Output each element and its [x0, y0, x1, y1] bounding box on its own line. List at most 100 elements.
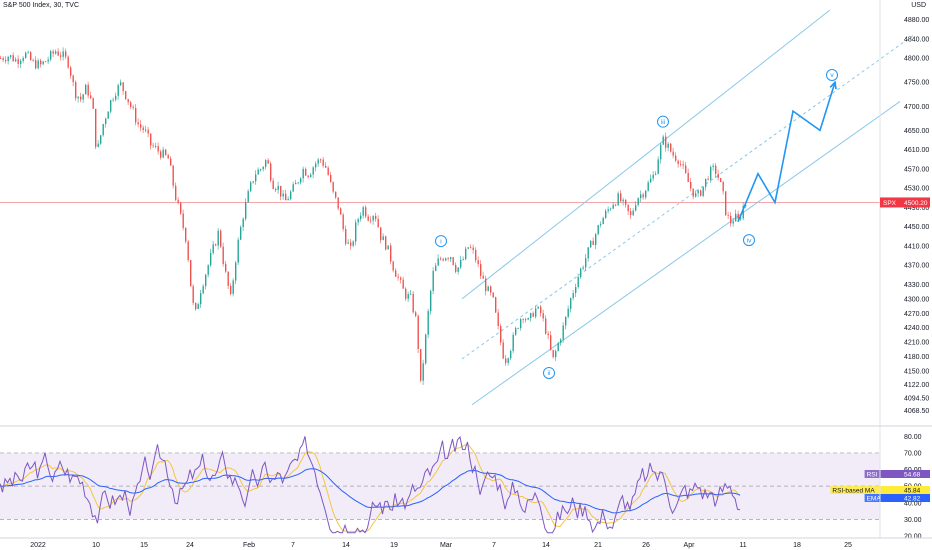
candle-body	[487, 286, 489, 292]
candle-body	[465, 248, 467, 260]
rsi-tag-name: RSI-based MA	[832, 488, 875, 495]
candle-body	[127, 99, 129, 103]
candle-body	[270, 163, 272, 181]
date-tick-label: 15	[140, 542, 148, 549]
candle-body	[670, 143, 672, 152]
candle-body	[382, 236, 384, 241]
candle-body	[87, 84, 89, 96]
candle-body	[322, 159, 324, 166]
wave-label-circle	[657, 115, 669, 128]
candle-body	[65, 51, 67, 57]
candle-body	[222, 246, 224, 264]
candle-body	[72, 75, 74, 83]
wave-projection	[737, 80, 837, 223]
candle-body	[725, 191, 727, 216]
candle-body	[390, 245, 392, 262]
candle-body	[165, 149, 167, 155]
candle-body	[552, 349, 554, 358]
candle-body	[687, 172, 689, 182]
candle-body	[482, 275, 484, 279]
candle-body	[415, 312, 417, 316]
candle-body	[147, 129, 149, 134]
price-tick-label: 4240.00	[904, 325, 929, 332]
candle-body	[232, 280, 234, 294]
candle-body	[582, 267, 584, 269]
candle-body	[230, 285, 232, 294]
candle-body	[677, 160, 679, 164]
candle-body	[292, 184, 294, 192]
candle-body	[442, 259, 444, 261]
wave-label-circle	[435, 235, 447, 248]
candle-body	[102, 124, 104, 136]
candle-body	[325, 165, 327, 168]
candle-body	[462, 259, 464, 260]
candle-body	[605, 210, 607, 218]
candle-body	[642, 194, 644, 198]
rsi-tick-label: 80.00	[904, 434, 922, 441]
candle-body	[712, 165, 714, 167]
candle-body	[215, 244, 217, 246]
candle-body	[685, 165, 687, 173]
candle-body	[547, 333, 549, 336]
candle-body	[307, 175, 309, 178]
candle-body	[90, 95, 92, 99]
candle-body	[100, 135, 102, 144]
candle-body	[97, 143, 99, 147]
candle-body	[665, 136, 667, 148]
candle-body	[690, 181, 692, 189]
candle-body	[560, 339, 562, 344]
candle-body	[337, 197, 339, 209]
price-tick-label: 4530.00	[904, 186, 929, 193]
candle-body	[352, 241, 354, 246]
candle-body	[570, 298, 572, 309]
candle-body	[595, 234, 597, 246]
candle-body	[495, 297, 497, 313]
candle-body	[20, 60, 22, 64]
candle-body	[565, 316, 567, 326]
candle-body	[152, 145, 154, 147]
candle-body	[7, 56, 9, 62]
candle-body	[580, 268, 582, 277]
candle-body	[682, 164, 684, 166]
candle-body	[437, 258, 439, 266]
candle-body	[655, 173, 657, 175]
price-tick-label: 4800.00	[904, 56, 929, 63]
candle-body	[282, 193, 284, 197]
candle-body	[162, 149, 164, 158]
candle-body	[277, 185, 279, 191]
candle-body	[672, 151, 674, 156]
candle-body	[185, 227, 187, 242]
candle-body	[262, 166, 264, 170]
candle-body	[717, 173, 719, 179]
candle-body	[722, 182, 724, 192]
wave-label-circle	[743, 234, 755, 247]
date-tick-label: 2022	[30, 542, 46, 549]
price-tick-label: 4180.00	[904, 354, 929, 361]
candle-body	[62, 51, 64, 57]
candle-body	[562, 325, 564, 340]
candle-body	[647, 182, 649, 191]
candle-body	[617, 193, 619, 206]
candle-body	[660, 144, 662, 160]
candle-body	[542, 313, 544, 319]
candle-body	[710, 166, 712, 180]
candle-body	[217, 230, 219, 246]
candle-body	[265, 160, 267, 167]
price-tick-label: 4370.00	[904, 263, 929, 270]
candle-body	[720, 178, 722, 183]
candle-body	[25, 52, 27, 58]
candle-body	[107, 111, 109, 119]
candle-body	[457, 267, 459, 272]
last-price-box	[880, 197, 930, 208]
candle-body	[257, 169, 259, 175]
candle-body	[347, 242, 349, 244]
candle-body	[645, 190, 647, 198]
candle-body	[527, 318, 529, 320]
candle-body	[392, 261, 394, 271]
price-tick-label: 4210.00	[904, 340, 929, 347]
rsi-tag-value-box	[880, 486, 930, 494]
price-tick-label: 4490.00	[904, 205, 929, 212]
candle-body	[177, 199, 179, 203]
candle-body	[157, 146, 159, 152]
